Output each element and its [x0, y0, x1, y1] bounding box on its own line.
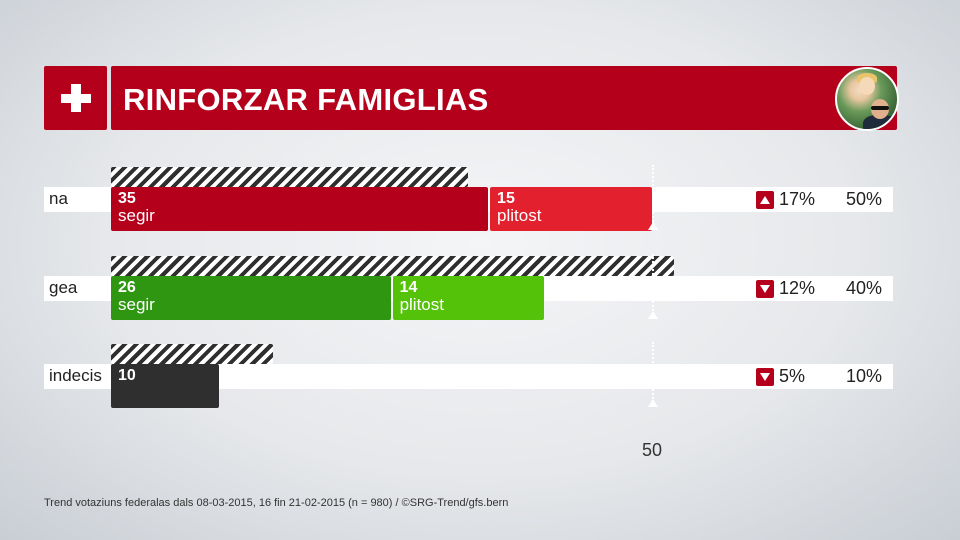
bar-segment-segir: 26 segir	[111, 276, 391, 320]
trend-down-icon	[756, 280, 774, 298]
reference-marker-triangle	[647, 222, 658, 230]
title-bar: RINFORZAR FAMIGLIAS	[111, 66, 897, 130]
swiss-flag	[44, 66, 107, 130]
change-value: 5%	[779, 366, 806, 386]
trend-up-icon	[756, 191, 774, 209]
reference-line-50	[651, 254, 654, 314]
row-label: indecis	[49, 366, 102, 385]
source-footnote: Trend votaziuns federalas dals 08-03-201…	[44, 497, 509, 509]
bar-value-label: 35	[118, 190, 136, 207]
arrow-icon	[760, 373, 770, 381]
chart-title: RINFORZAR FAMIGLIAS	[123, 82, 489, 117]
row-label-divider	[109, 187, 111, 212]
bar-segment-plitost: 15 plitost	[490, 187, 653, 231]
bar-value-label: 10	[118, 367, 136, 384]
bar-segment-label: segir	[118, 295, 155, 314]
change-value: 12%	[779, 278, 816, 298]
bar-segment-value: 10	[111, 364, 220, 408]
bar-value-label: 15	[497, 190, 515, 207]
row-label: na	[49, 189, 68, 208]
bar-segment-label: plitost	[399, 295, 444, 314]
reference-marker-triangle	[647, 399, 658, 407]
reference-line-50	[651, 342, 654, 402]
arrow-icon	[760, 196, 770, 204]
total-value: 50%	[846, 189, 883, 209]
row-label: gea	[49, 278, 78, 297]
bar-value-label: 14	[399, 279, 418, 296]
arrow-icon	[760, 285, 770, 293]
bar-segment-label: segir	[118, 206, 155, 225]
previous-survey-bar	[111, 344, 274, 364]
reference-line-50	[651, 165, 654, 225]
total-value: 10%	[846, 366, 883, 386]
previous-survey-bar	[111, 167, 469, 187]
bar-segment-segir: 35 segir	[111, 187, 489, 231]
bar-segment-plitost: 14 plitost	[392, 276, 545, 320]
change-value: 17%	[779, 189, 816, 209]
reference-marker-triangle	[647, 311, 658, 319]
bar-value-label: 26	[118, 279, 136, 296]
total-value: 40%	[846, 278, 883, 298]
trend-down-icon	[756, 368, 774, 386]
previous-survey-bar	[111, 256, 675, 276]
family-photo-avatar	[835, 67, 899, 131]
row-label-divider	[109, 276, 111, 301]
reference-label: 50	[642, 440, 663, 460]
row-label-divider	[109, 364, 111, 389]
bar-segment-label: plitost	[497, 206, 542, 225]
